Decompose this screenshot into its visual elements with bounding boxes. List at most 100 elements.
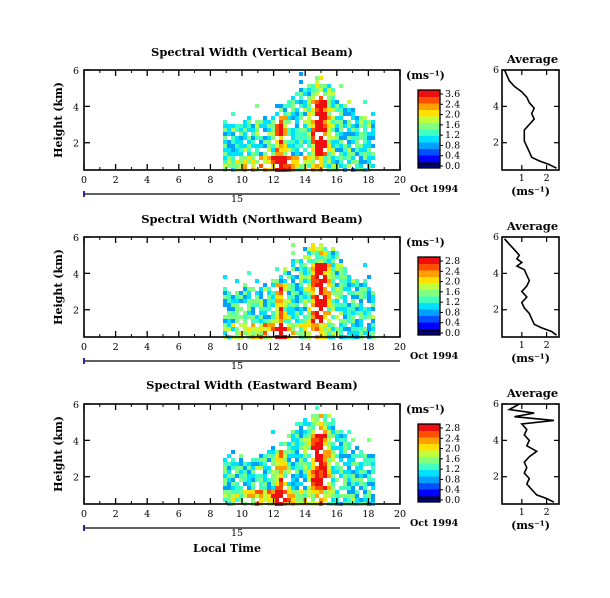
heatmap-cell: [371, 307, 375, 311]
heatmap-cell: [307, 164, 311, 168]
heatmap-cell: [307, 442, 311, 446]
heatmap-cell: [283, 156, 287, 160]
heatmap-cell: [291, 434, 295, 438]
heatmap-cell: [251, 307, 255, 311]
heatmap-cell: [303, 458, 307, 462]
heatmap-cell: [295, 295, 299, 299]
heatmap-cell: [255, 152, 259, 156]
profile-y-tick-label: 6: [493, 399, 499, 410]
heatmap-cell: [315, 470, 319, 474]
heatmap-cell: [303, 319, 307, 323]
heatmap-cell: [331, 251, 335, 255]
heatmap-cell: [323, 450, 327, 454]
heatmap-cell: [243, 160, 247, 164]
heatmap-cell: [291, 303, 295, 307]
heatmap-cell: [275, 466, 279, 470]
heatmap-cell: [239, 128, 243, 132]
heatmap-cell: [303, 291, 307, 295]
heatmap-cell: [255, 295, 259, 299]
heatmap-cell: [331, 422, 335, 426]
heatmap-cell: [311, 303, 315, 307]
heatmap-cell: [291, 291, 295, 295]
heatmap-cell: [283, 498, 287, 502]
heatmap-cell: [303, 271, 307, 275]
heatmap-cell: [247, 478, 251, 482]
heatmap-cell: [331, 263, 335, 267]
heatmap-cell: [231, 482, 235, 486]
heatmap-cell: [335, 454, 339, 458]
colorbar-swatch: [418, 289, 440, 297]
heatmap-cell: [343, 450, 347, 454]
heatmap-cell: [299, 140, 303, 144]
profile-x-label: (ms⁻¹): [511, 352, 550, 365]
heatmap-cell: [299, 259, 303, 263]
heatmap-cell: [323, 494, 327, 498]
colorbar-swatch: [418, 155, 440, 162]
heatmap-cell: [263, 136, 267, 140]
heatmap-cell: [347, 120, 351, 124]
heatmap-cell: [295, 311, 299, 315]
heatmap-cell: [343, 279, 347, 283]
heatmap-cell: [267, 140, 271, 144]
heatmap-cell: [363, 156, 367, 160]
date-label: Oct 1994: [410, 351, 459, 362]
heatmap-cell: [315, 283, 319, 287]
heatmap-cell: [223, 478, 227, 482]
heatmap-cell: [271, 311, 275, 315]
heatmap-cell: [295, 303, 299, 307]
heatmap-cell: [235, 152, 239, 156]
heatmap-cell: [355, 140, 359, 144]
heatmap-cell: [235, 164, 239, 168]
heatmap-field: [223, 243, 375, 339]
heatmap-cell: [339, 156, 343, 160]
heatmap-cell: [355, 287, 359, 291]
heatmap-cell: [295, 275, 299, 279]
heatmap-cell: [319, 164, 323, 168]
heatmap-cell: [371, 152, 375, 156]
heatmap-cell: [327, 426, 331, 430]
heatmap-cell: [323, 438, 327, 442]
heatmap-cell: [319, 116, 323, 120]
heatmap-cell: [371, 128, 375, 132]
heatmap-cell: [343, 474, 347, 478]
heatmap-cell: [283, 140, 287, 144]
heatmap-cell: [263, 474, 267, 478]
heatmap-cell: [279, 327, 283, 331]
heatmap-cell: [235, 295, 239, 299]
heatmap-cell: [327, 279, 331, 283]
heatmap-cell: [231, 307, 235, 311]
heatmap-cell: [299, 470, 303, 474]
heatmap-cell: [255, 104, 259, 108]
heatmap-cell: [307, 259, 311, 263]
heatmap-cell: [319, 458, 323, 462]
x-tick-label: 0: [81, 342, 87, 353]
heatmap-cell: [367, 295, 371, 299]
heatmap-cell: [315, 279, 319, 283]
heatmap-cell: [315, 259, 319, 263]
heatmap-cell: [319, 128, 323, 132]
heatmap-cell: [303, 295, 307, 299]
heatmap-cell: [347, 486, 351, 490]
heatmap-cell: [319, 88, 323, 92]
heatmap-cell: [307, 279, 311, 283]
heatmap-cell: [291, 251, 295, 255]
heatmap-cell: [323, 263, 327, 267]
heatmap-cell: [223, 458, 227, 462]
heatmap-cell: [231, 148, 235, 152]
heatmap-cell: [247, 315, 251, 319]
heatmap-cell: [275, 482, 279, 486]
heatmap-cell: [319, 100, 323, 104]
heatmap-cell: [327, 454, 331, 458]
heatmap-cell: [295, 450, 299, 454]
heatmap-cell: [267, 303, 271, 307]
heatmap-cell: [339, 458, 343, 462]
heatmap-cell: [371, 120, 375, 124]
heatmap-cell: [247, 136, 251, 140]
colorbar-tick-label: 0.4: [445, 318, 460, 329]
heatmap-cell: [367, 454, 371, 458]
heatmap-cell: [363, 128, 367, 132]
profile-line: [503, 238, 557, 336]
heatmap-cell: [299, 275, 303, 279]
heatmap-cell: [295, 100, 299, 104]
heatmap-cell: [279, 156, 283, 160]
